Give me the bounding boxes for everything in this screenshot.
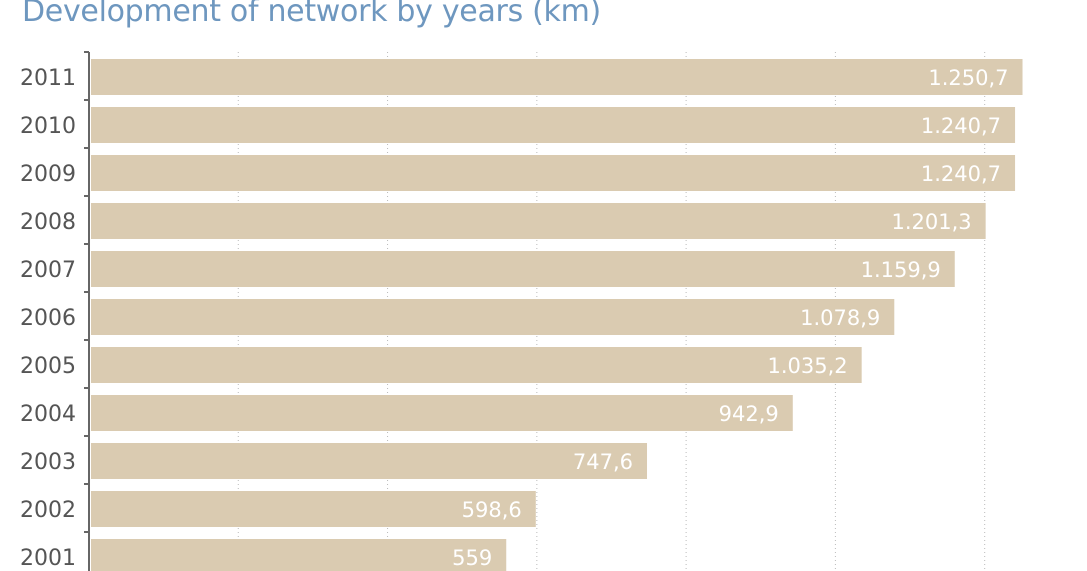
data-label: 598,6 (462, 498, 522, 522)
category-label: 2003 (20, 450, 76, 475)
bar (91, 203, 986, 239)
chart-title: Development of network by years (km) (22, 0, 601, 29)
data-label: 747,6 (573, 450, 633, 474)
category-label: 2002 (20, 498, 76, 523)
category-label: 2001 (20, 546, 76, 571)
bar (91, 491, 536, 527)
bar (91, 395, 793, 431)
bar (91, 443, 648, 479)
category-label: 2008 (20, 210, 76, 235)
bar (91, 107, 1016, 143)
bar (91, 539, 507, 571)
data-label: 1.159,9 (861, 258, 941, 282)
category-label: 2004 (20, 402, 76, 427)
bar (91, 155, 1016, 191)
data-label: 1.078,9 (800, 306, 880, 330)
category-label: 2010 (20, 114, 76, 139)
data-label: 1.240,7 (921, 162, 1001, 186)
data-label: 1.240,7 (921, 114, 1001, 138)
category-label: 2005 (20, 354, 76, 379)
data-label: 559 (452, 546, 492, 570)
category-label: 2007 (20, 258, 76, 283)
bar (91, 59, 1023, 95)
category-label: 2009 (20, 162, 76, 187)
data-label: 1.201,3 (891, 210, 971, 234)
category-label: 2011 (20, 66, 76, 91)
bar (91, 347, 862, 383)
data-label: 942,9 (719, 402, 779, 426)
bar (91, 251, 955, 287)
data-label: 1.035,2 (768, 354, 848, 378)
bar (91, 299, 895, 335)
data-label: 1.250,7 (928, 66, 1008, 90)
category-label: 2006 (20, 306, 76, 331)
